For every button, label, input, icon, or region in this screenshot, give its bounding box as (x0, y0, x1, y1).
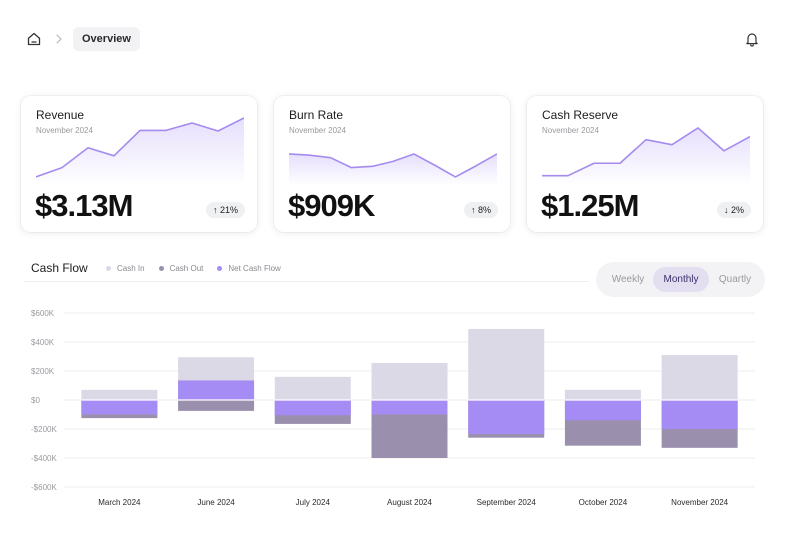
change-badge: ↑ 21% (205, 202, 245, 218)
y-tick-label: $200K (31, 367, 55, 376)
x-tick-label: June 2024 (197, 498, 235, 507)
card-subtitle: November 2024 (542, 126, 599, 135)
bar-cash-in (371, 363, 448, 400)
legend-cash-out: Cash Out (158, 264, 204, 273)
cash-reserve-sparkline (542, 106, 750, 186)
change-value: 8% (477, 205, 491, 215)
y-tick-label: $0 (31, 396, 40, 405)
card-subtitle: November 2024 (36, 126, 93, 135)
x-tick-label: August 2024 (387, 498, 432, 507)
bar-cash-out (178, 400, 255, 411)
period-monthly-button[interactable]: Monthly (653, 267, 709, 292)
y-tick-label: $600K (31, 309, 55, 318)
card-value: $1.25M (541, 188, 639, 223)
bar-net-cash-flow (371, 400, 448, 415)
card-title: Burn Rate (289, 108, 344, 122)
bar-cash-in (661, 355, 738, 400)
bar-net-cash-flow (468, 400, 545, 435)
bar-cash-in (81, 389, 158, 400)
legend-label: Cash Out (169, 264, 204, 273)
y-tick-label: $400K (31, 338, 55, 347)
card-subtitle: November 2024 (289, 126, 346, 135)
period-weekly-button[interactable]: Weekly (611, 274, 645, 285)
card-value: $3.13M (35, 188, 133, 223)
arrow-down-icon: ↓ (723, 205, 729, 215)
change-badge: ↑ 8% (463, 202, 498, 218)
sparkline-line (289, 154, 497, 177)
y-tick-label: -$200K (31, 425, 57, 434)
burn-rate-card[interactable]: Burn Rate November 2024 $909K ↑ 8% (274, 96, 510, 232)
legend-net-cash-flow: Net Cash Flow (217, 264, 281, 273)
bar-cash-in (564, 389, 641, 400)
legend-swatch (106, 266, 111, 271)
sparkline-line (36, 118, 244, 177)
section-divider (24, 281, 589, 282)
revenue-sparkline (36, 106, 244, 186)
chart-legend: Cash In Cash Out Net Cash Flow (106, 264, 281, 273)
y-tick-label: -$600K (31, 483, 57, 492)
legend-cash-in: Cash In (106, 264, 145, 273)
chevron-right-icon (56, 34, 62, 44)
y-tick-label: -$400K (31, 454, 57, 463)
top-bar: Overview (0, 0, 785, 78)
card-title: Cash Reserve (542, 108, 619, 122)
sparkline-area (289, 153, 497, 186)
sparkline-area (36, 118, 244, 186)
period-toggle: Weekly Monthly Quartly (596, 262, 765, 297)
notification-bell-icon[interactable] (744, 31, 760, 47)
legend-swatch (158, 266, 164, 271)
bar-cash-in (468, 328, 545, 400)
bar-cash-in (274, 376, 351, 400)
burn-rate-sparkline (289, 106, 497, 186)
arrow-up-icon: ↑ (470, 205, 476, 215)
change-value: 2% (730, 205, 744, 215)
bar-net-cash-flow (661, 400, 738, 429)
breadcrumb-current[interactable]: Overview (73, 27, 140, 51)
bar-net-cash-flow (274, 400, 351, 416)
x-tick-label: March 2024 (98, 498, 141, 507)
x-tick-label: November 2024 (671, 498, 728, 507)
bar-net-cash-flow (81, 400, 158, 415)
arrow-up-icon: ↑ (212, 205, 218, 215)
period-quarterly-button[interactable]: Quartly (718, 274, 752, 285)
cash-flow-title: Cash Flow (31, 261, 88, 275)
x-tick-label: September 2024 (477, 498, 537, 507)
change-value: 21% (219, 205, 238, 215)
x-tick-label: July 2024 (296, 498, 331, 507)
card-title: Revenue (36, 108, 85, 122)
legend-label: Cash In (117, 264, 145, 273)
x-tick-label: October 2024 (579, 498, 628, 507)
revenue-card[interactable]: Revenue November 2024 $3.13M ↑ 21% (21, 96, 257, 232)
card-value: $909K (288, 188, 375, 223)
cash-reserve-card[interactable]: Cash Reserve November 2024 $1.25M ↓ 2% (527, 96, 763, 232)
legend-label: Net Cash Flow (228, 264, 281, 273)
cash-flow-chart: $600K $400K $200K $0 -$200K -$400K -$600K March… (31, 309, 755, 507)
sparkline-line (542, 128, 750, 176)
home-icon[interactable] (26, 31, 42, 47)
sparkline-area (542, 127, 750, 186)
bar-net-cash-flow (178, 380, 255, 400)
change-badge: ↓ 2% (716, 202, 751, 218)
legend-swatch (217, 266, 223, 271)
bar-net-cash-flow (564, 400, 641, 421)
